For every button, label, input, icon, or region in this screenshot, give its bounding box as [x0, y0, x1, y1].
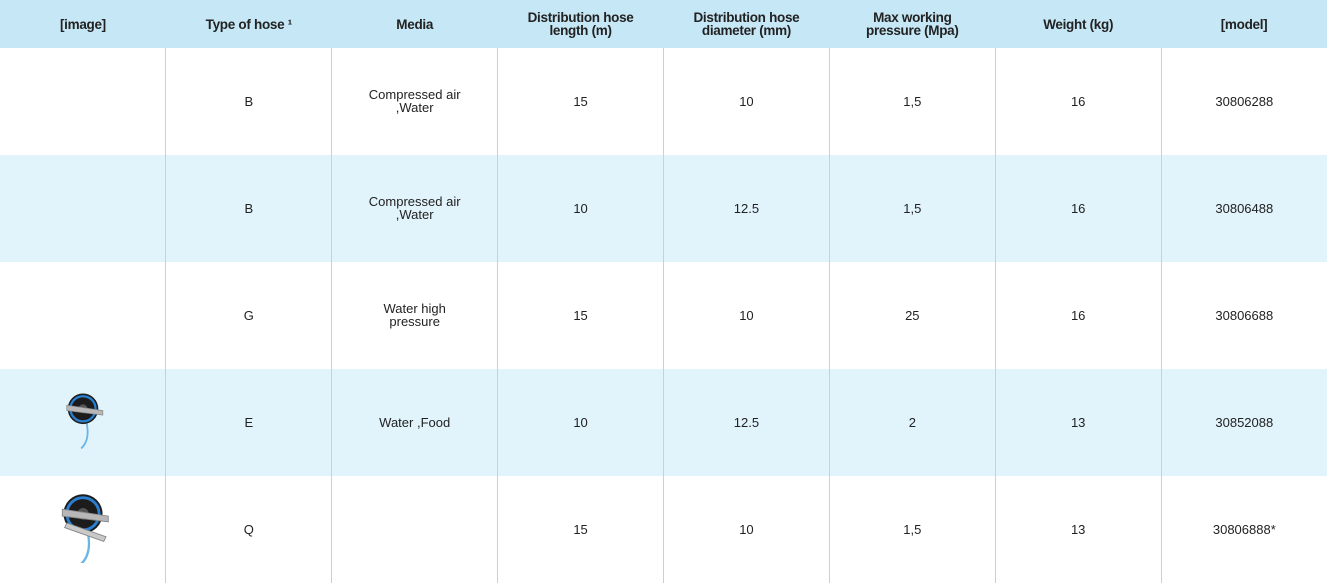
media: Water high pressure	[365, 302, 465, 328]
weight-cell: 16	[995, 48, 1161, 155]
weight-cell: 13	[995, 476, 1161, 583]
weight: 16	[1071, 94, 1085, 109]
length-cell: 10	[498, 369, 664, 476]
pressure-cell: 2	[829, 369, 995, 476]
media: Compressed air ,Water	[365, 88, 465, 114]
model: 30806288	[1215, 94, 1273, 109]
column-header: Distribution hose length (m)	[498, 0, 664, 48]
pressure: 2	[909, 415, 916, 430]
model: 30852088	[1215, 415, 1273, 430]
weight: 16	[1071, 201, 1085, 216]
pressure: 1,5	[903, 522, 921, 537]
diameter: 12.5	[734, 201, 759, 216]
model: 30806488	[1215, 201, 1273, 216]
weight-cell: 13	[995, 369, 1161, 476]
length: 15	[573, 308, 587, 323]
column-header: [model]	[1161, 0, 1327, 48]
length-cell: 10	[498, 155, 664, 262]
table-row: B Compressed air ,Water 10 12.5 1,5 16 3080648…	[0, 155, 1327, 262]
column-header: Media	[332, 0, 498, 48]
media-cell: Compressed air ,Water	[332, 48, 498, 155]
diameter-cell: 12.5	[664, 369, 830, 476]
pressure-cell: 1,5	[829, 48, 995, 155]
diameter-cell: 10	[664, 476, 830, 583]
type: B	[244, 201, 253, 216]
model-cell: 30806688	[1161, 262, 1327, 369]
type-cell: Q	[166, 476, 332, 583]
model-cell: 30806488	[1161, 155, 1327, 262]
diameter: 12.5	[734, 415, 759, 430]
weight: 13	[1071, 522, 1085, 537]
column-header: [image]	[0, 0, 166, 48]
pressure: 1,5	[903, 94, 921, 109]
pressure: 25	[905, 308, 919, 323]
length: 15	[573, 94, 587, 109]
weight: 13	[1071, 415, 1085, 430]
media: Compressed air ,Water	[365, 195, 465, 221]
type: B	[244, 94, 253, 109]
table-row: B Compressed air ,Water 15 10 1,5 16 30806288	[0, 48, 1327, 155]
type: E	[244, 415, 253, 430]
type-cell: G	[166, 262, 332, 369]
length-cell: 15	[498, 476, 664, 583]
product-image	[53, 493, 113, 563]
table-row: E Water ,Food 10 12.5 2 13 30852088	[0, 369, 1327, 476]
media-cell: Compressed air ,Water	[332, 155, 498, 262]
diameter: 10	[739, 94, 753, 109]
column-header: Weight (kg)	[995, 0, 1161, 48]
model-cell: 30806888*	[1161, 476, 1327, 583]
table-row: Q 15 10 1,5 13 30806888*	[0, 476, 1327, 583]
length: 10	[573, 201, 587, 216]
diameter: 10	[739, 308, 753, 323]
type-cell: B	[166, 155, 332, 262]
weight-cell: 16	[995, 262, 1161, 369]
image-cell	[0, 155, 166, 262]
length-cell: 15	[498, 48, 664, 155]
media-cell: Water ,Food	[332, 369, 498, 476]
column-header: Distribution hose diameter (mm)	[664, 0, 830, 48]
pressure: 1,5	[903, 201, 921, 216]
diameter-cell: 10	[664, 262, 830, 369]
image-cell	[0, 476, 166, 583]
model-cell: 30806288	[1161, 48, 1327, 155]
diameter-cell: 10	[664, 48, 830, 155]
image-cell	[0, 48, 166, 155]
length: 10	[573, 415, 587, 430]
pressure-cell: 25	[829, 262, 995, 369]
media: Water ,Food	[379, 416, 450, 429]
type-cell: E	[166, 369, 332, 476]
model-cell: 30852088	[1161, 369, 1327, 476]
column-header: Type of hose ¹	[166, 0, 332, 48]
page: [image]Type of hose ¹MediaDistribution h…	[0, 0, 1327, 578]
type-cell: B	[166, 48, 332, 155]
type: G	[244, 308, 254, 323]
diameter-cell: 12.5	[664, 155, 830, 262]
image-cell	[0, 369, 166, 476]
model: 30806888*	[1213, 522, 1276, 537]
diameter: 10	[739, 522, 753, 537]
length-cell: 15	[498, 262, 664, 369]
column-header: Max working pressure (Mpa)	[829, 0, 995, 48]
model: 30806688	[1215, 308, 1273, 323]
table-row: G Water high pressure 15 10 25 16 30806688	[0, 262, 1327, 369]
product-image	[53, 386, 113, 456]
pressure-cell: 1,5	[829, 476, 995, 583]
pressure-cell: 1,5	[829, 155, 995, 262]
media-cell	[332, 476, 498, 583]
image-cell	[0, 262, 166, 369]
weight: 16	[1071, 308, 1085, 323]
media-cell: Water high pressure	[332, 262, 498, 369]
product-table: [image]Type of hose ¹MediaDistribution h…	[0, 0, 1327, 583]
weight-cell: 16	[995, 155, 1161, 262]
length: 15	[573, 522, 587, 537]
type: Q	[244, 522, 254, 537]
